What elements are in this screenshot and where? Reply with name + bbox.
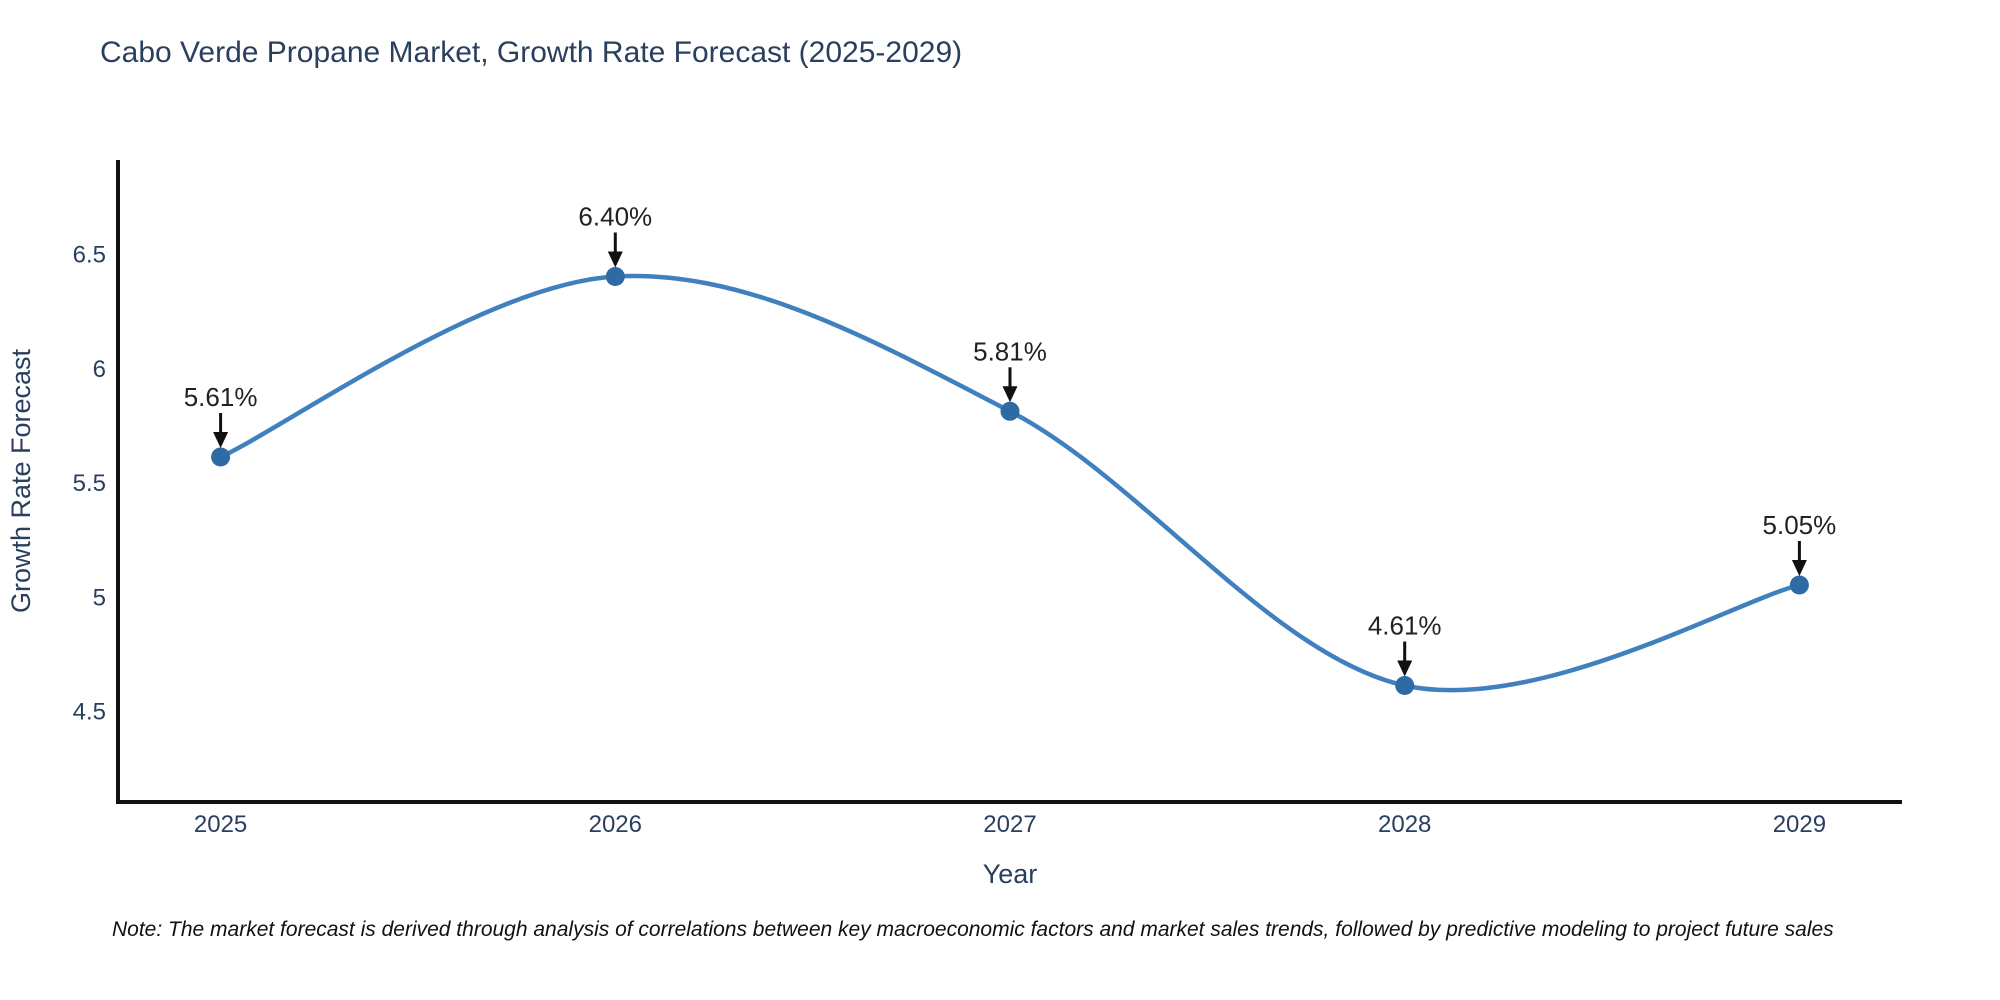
annotation-arrowhead-2025 bbox=[213, 432, 229, 448]
chart-title: Cabo Verde Propane Market, Growth Rate F… bbox=[100, 36, 963, 69]
x-tick-2028: 2028 bbox=[1378, 811, 1431, 838]
footnote: Note: The market forecast is derived thr… bbox=[112, 918, 1834, 941]
y-tick-6: 6 bbox=[93, 356, 106, 383]
annotation-label-2028: 4.61% bbox=[1368, 611, 1442, 641]
axis-lines bbox=[116, 160, 1902, 804]
annotation-label-2027: 5.81% bbox=[973, 336, 1047, 366]
x-tick-2027: 2027 bbox=[983, 811, 1036, 838]
annotation-arrowhead-2028 bbox=[1397, 660, 1413, 677]
data-point-2027 bbox=[1000, 401, 1020, 421]
data-point-2026 bbox=[605, 267, 625, 286]
y-axis-title: Growth Rate Forecast bbox=[6, 348, 36, 613]
x-axis-title: Year bbox=[983, 859, 1038, 889]
data-point-2028 bbox=[1395, 676, 1415, 695]
annotation-arrowhead-2027 bbox=[1002, 386, 1018, 403]
x-tick-2026: 2026 bbox=[589, 811, 642, 838]
y-tick-4.5: 4.5 bbox=[73, 699, 106, 726]
annotation-label-2025: 5.61% bbox=[184, 382, 258, 412]
data-point-2029 bbox=[1789, 575, 1809, 595]
annotation-arrowhead-2026 bbox=[607, 251, 623, 268]
point-annotations: 5.61% 6.40% 5.81% 4.61% 5.05% bbox=[184, 202, 1837, 677]
y-tick-6.5: 6.5 bbox=[73, 242, 106, 269]
annotation-arrowhead-2029 bbox=[1791, 560, 1807, 576]
x-tick-2025: 2025 bbox=[194, 811, 247, 838]
annotation-label-2029: 5.05% bbox=[1763, 510, 1837, 540]
y-tick-5: 5 bbox=[93, 584, 106, 611]
data-point-2025 bbox=[211, 447, 231, 467]
x-tick-2029: 2029 bbox=[1773, 811, 1826, 838]
annotation-label-2026: 6.40% bbox=[578, 202, 652, 232]
axis-ticks: 4.5 5 5.5 6 6.5 2025 2026 2027 2028 2029 bbox=[73, 242, 1826, 838]
data-series bbox=[211, 267, 1809, 695]
y-tick-5.5: 5.5 bbox=[73, 470, 106, 497]
